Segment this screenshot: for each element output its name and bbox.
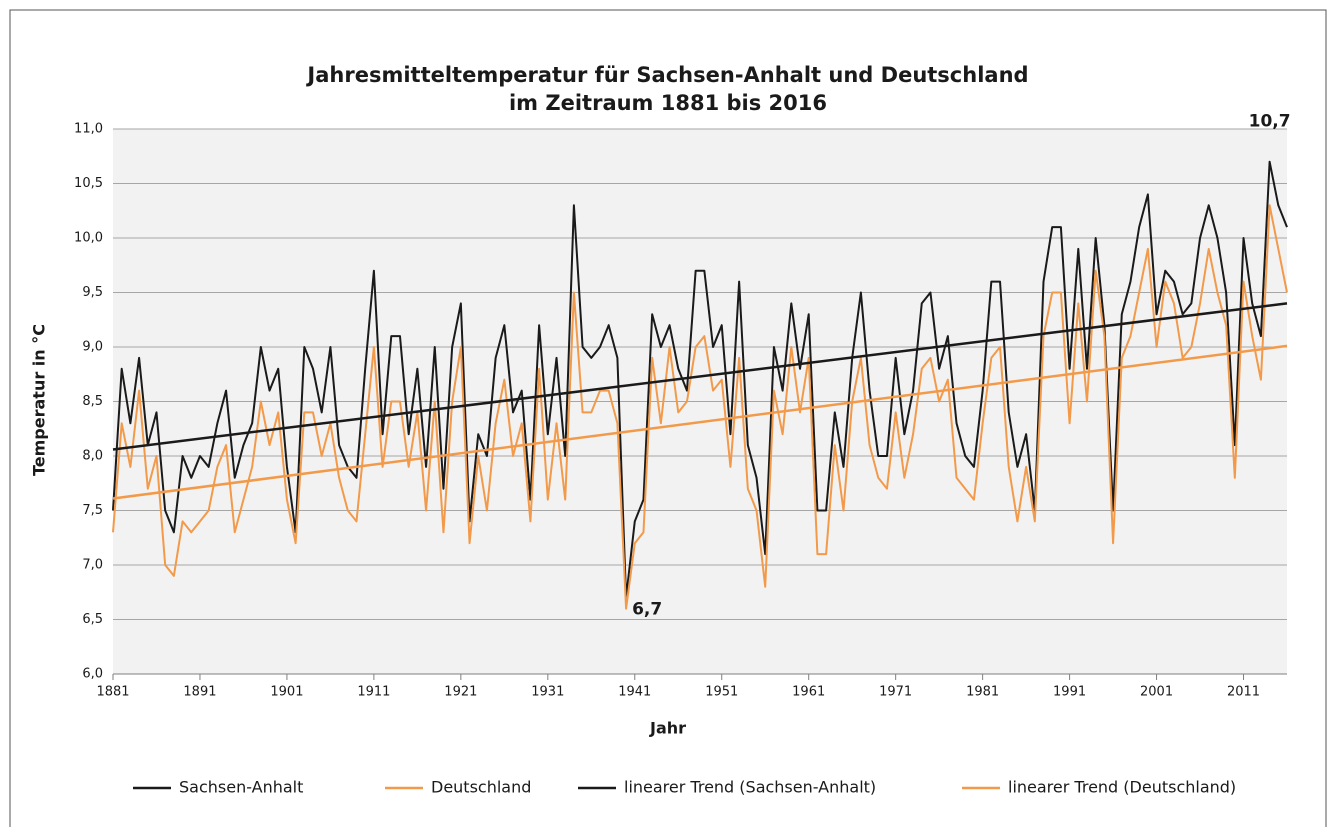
series-line	[112, 204, 1288, 610]
x-tick-label: 1991	[1053, 685, 1086, 700]
x-tick-label: 2001	[1140, 685, 1173, 700]
chart-title: im Zeitraum 1881 bis 2016	[509, 91, 827, 115]
legend-label: linearer Trend (Deutschland)	[1008, 778, 1236, 797]
trend-line	[112, 302, 1288, 451]
x-tick-label: 1971	[879, 685, 912, 700]
x-tick-label: 1901	[270, 685, 303, 700]
x-tick-label: 1951	[705, 685, 738, 700]
x-tick-label: 1961	[792, 685, 825, 700]
y-tick-label: 6,0	[82, 667, 103, 682]
y-tick-label: 10,0	[74, 231, 103, 246]
y-tick-label: 11,0	[74, 122, 103, 137]
x-tick-label: 1881	[96, 685, 129, 700]
x-tick-label: 2011	[1227, 685, 1260, 700]
y-tick-label: 6,5	[82, 612, 103, 627]
series-line	[112, 160, 1288, 599]
y-tick-label: 10,5	[74, 176, 103, 191]
x-tick-label: 1981	[966, 685, 999, 700]
y-tick-label: 9,0	[82, 340, 103, 355]
annotation: 6,7	[632, 600, 662, 620]
x-tick-label: 1931	[531, 685, 564, 700]
x-tick-label: 1921	[444, 685, 477, 700]
y-axis-label: Temperatur in °C	[30, 324, 49, 476]
x-tick-label: 1891	[183, 685, 216, 700]
y-tick-label: 8,0	[82, 449, 103, 464]
y-tick-label: 8,5	[82, 394, 103, 409]
y-tick-label: 7,5	[82, 503, 103, 518]
trend-line	[112, 344, 1288, 500]
x-tick-label: 1941	[618, 685, 651, 700]
chart-title: Jahresmitteltemperatur für Sachsen-Anhal…	[305, 63, 1028, 87]
legend-label: linearer Trend (Sachsen-Anhalt)	[624, 778, 876, 797]
x-tick-label: 1911	[357, 685, 390, 700]
y-tick-label: 9,5	[82, 285, 103, 300]
annotation: 10,7	[1249, 112, 1291, 132]
y-tick-label: 7,0	[82, 558, 103, 573]
x-axis-label: Jahr	[649, 719, 686, 738]
legend-label: Sachsen-Anhalt	[179, 778, 303, 797]
legend-label: Deutschland	[431, 778, 531, 797]
